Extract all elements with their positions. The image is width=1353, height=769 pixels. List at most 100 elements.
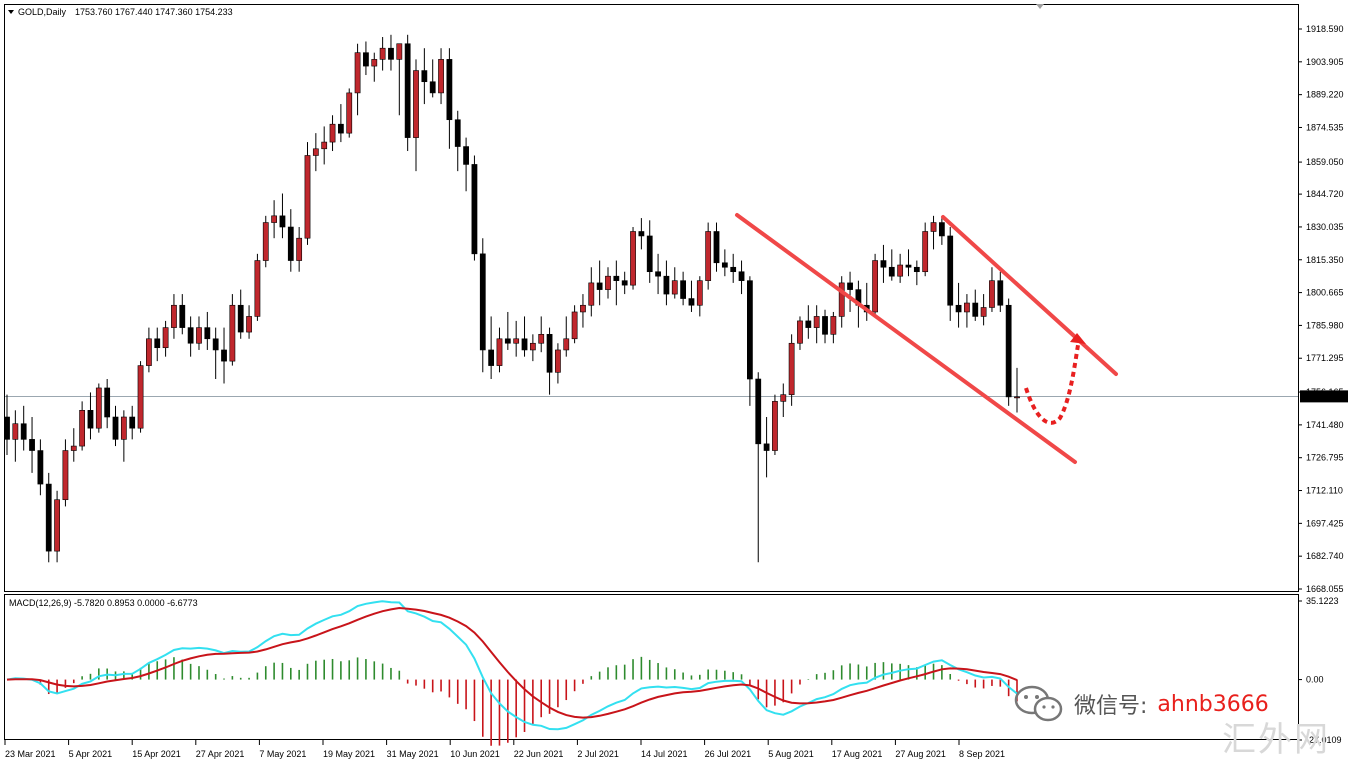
bear-candle [421, 48, 428, 105]
candle-body [546, 334, 553, 373]
bear-candle [471, 155, 478, 261]
price-tick-label: 1697.425 [1306, 518, 1344, 528]
candle-body [446, 59, 453, 121]
bull-candle [229, 294, 236, 366]
bull-candle [872, 253, 878, 317]
candle-body [671, 280, 678, 295]
candle-body [171, 304, 177, 328]
bull-candle [555, 343, 561, 384]
macd-axis: 35.1223 0.00 -27.0109 [1298, 596, 1342, 745]
price-tick-label: 1830.035 [1306, 222, 1344, 232]
bull-candle [171, 294, 177, 339]
candle-body [830, 316, 837, 335]
time-tick-label: 23 Mar 2021 [5, 749, 56, 759]
bull-candle [989, 267, 995, 312]
candle-body [329, 123, 336, 143]
bear-candle [997, 271, 1004, 312]
candle-body [780, 394, 787, 402]
bull-candle [120, 410, 127, 462]
candle-body [504, 338, 511, 344]
candle-body [70, 445, 77, 451]
candle-body [429, 81, 436, 94]
bull-candle [196, 316, 202, 350]
bear-candle [805, 305, 812, 339]
bull-candle [438, 48, 444, 105]
symbol-label: GOLD,Daily [18, 7, 67, 17]
bear-candle [596, 260, 603, 306]
candle-body [655, 271, 661, 277]
bear-candle [847, 271, 853, 312]
bear-candle [504, 311, 511, 350]
time-tick-label: 5 Aug 2021 [768, 749, 814, 759]
candle-body [747, 280, 753, 380]
trend-channel [735, 213, 1118, 464]
bull-candle [838, 276, 845, 328]
candle-body [187, 327, 194, 344]
bear-candle [429, 59, 436, 98]
time-tick-label: 27 Apr 2021 [196, 749, 245, 759]
wechat-id: ahnb3666 [1153, 691, 1273, 717]
candle-body [989, 280, 995, 308]
time-tick-label: 31 May 2021 [387, 749, 439, 759]
channel-upper-line[interactable] [941, 215, 1118, 376]
candle-body [79, 410, 86, 447]
candle-body [95, 387, 102, 429]
macd-tick-label: 0.00 [1306, 675, 1324, 685]
candle-body [87, 410, 94, 429]
bear-candle [546, 327, 553, 395]
candle-body [813, 316, 820, 328]
candle-body [705, 231, 712, 281]
bull-candle [605, 267, 611, 299]
bull-candle [396, 43, 403, 116]
candle-body [755, 378, 762, 445]
macd-tick-label: -27.0109 [1306, 735, 1342, 745]
candle-body [463, 146, 469, 165]
bear-candle [747, 276, 753, 406]
bull-candle [930, 215, 937, 250]
candle-body [20, 423, 27, 440]
candle-body [888, 266, 895, 277]
bear-candle [29, 417, 35, 473]
dropdown-arrow-icon[interactable] [8, 10, 14, 14]
bull-candle [830, 311, 837, 344]
candle-body [488, 349, 495, 366]
candle-body [379, 47, 386, 60]
bear-candle [179, 294, 186, 335]
scroll-marker-icon[interactable] [1036, 4, 1044, 9]
candle-body [413, 70, 419, 138]
price-tick-label: 1918.590 [1306, 24, 1344, 34]
candle-body [421, 70, 428, 83]
wechat-icon [1014, 685, 1063, 722]
bull-candle [563, 316, 570, 357]
bounce-projection-arrow[interactable] [1024, 344, 1080, 425]
bull-candle [146, 327, 152, 373]
candle-body [872, 260, 878, 313]
candle-body [763, 443, 770, 451]
candle-body [630, 231, 636, 286]
bull-candle [162, 320, 169, 357]
candle-body [646, 235, 653, 273]
bear-candle [955, 282, 962, 328]
bear-candle [87, 392, 94, 440]
macd-tick-label: 35.1223 [1306, 596, 1339, 606]
bear-candle [446, 48, 453, 149]
candle-body [363, 52, 369, 67]
bear-candle [204, 311, 211, 350]
channel-lower-line[interactable] [735, 213, 1077, 464]
candle-body [521, 338, 528, 351]
bull-candle [12, 410, 19, 462]
bull-candle [254, 253, 261, 321]
bear-candle [730, 253, 737, 283]
candle-body [146, 338, 152, 366]
candle-body [938, 222, 945, 237]
time-tick-label: 2 Jul 2021 [577, 749, 619, 759]
bull-candle [630, 227, 636, 290]
bear-candle [104, 379, 111, 429]
candle-body [479, 253, 486, 351]
bear-candle [738, 260, 745, 295]
bull-candle [922, 222, 929, 277]
bear-candle [45, 472, 52, 563]
candle-body [287, 226, 294, 261]
candle-body [605, 275, 611, 290]
